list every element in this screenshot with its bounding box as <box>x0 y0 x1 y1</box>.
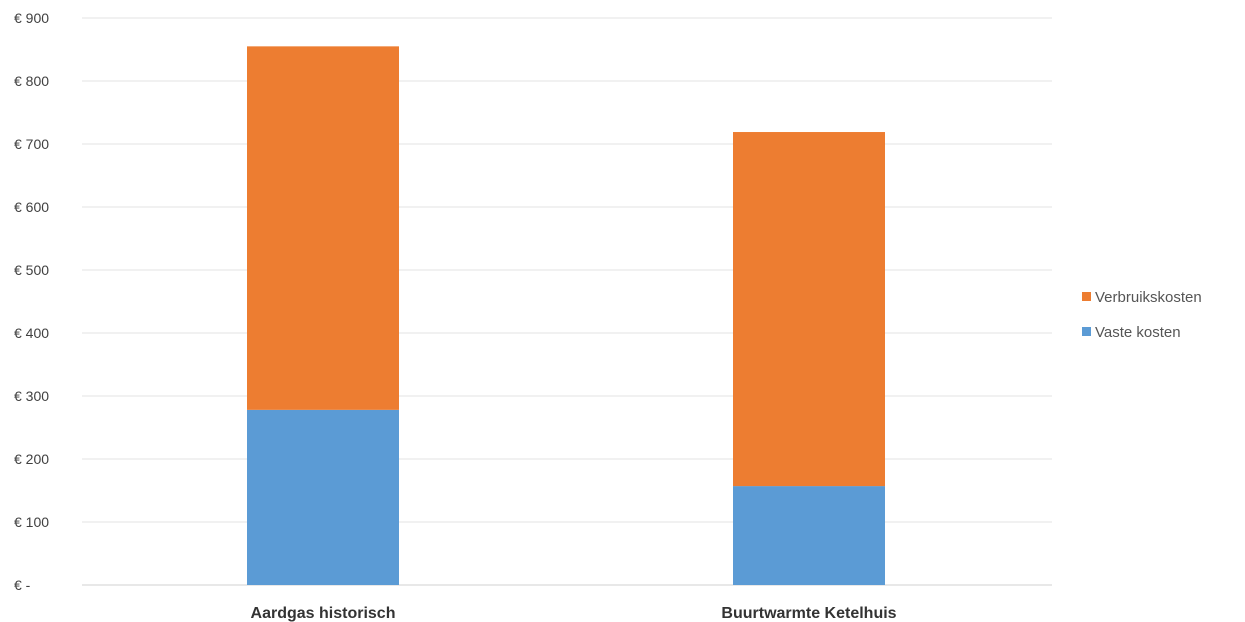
y-tick-label: € 100 <box>14 514 49 530</box>
bar-segment-verbruikskosten <box>247 46 399 410</box>
y-tick-label: € 500 <box>14 262 49 278</box>
legend-swatch <box>1082 327 1091 336</box>
legend-label: Vaste kosten <box>1095 324 1181 341</box>
y-tick-label: € 800 <box>14 73 49 89</box>
y-axis: € - € 100 € 200 € 300 € 400 € 500 € 600 € 700 € … <box>14 10 49 593</box>
x-category-label: Buurtwarmte Ketelhuis <box>721 605 896 622</box>
y-tick-label: € 700 <box>14 136 49 152</box>
x-category-label: Aardgas historisch <box>251 605 396 622</box>
bar-segment-verbruikskosten <box>733 132 885 487</box>
bars <box>247 46 885 585</box>
x-axis: Aardgas historisch Buurtwarmte Ketelhuis <box>251 605 897 622</box>
bar-segment-vaste-kosten <box>733 486 885 585</box>
legend-label: Verbruikskosten <box>1095 289 1202 306</box>
legend-swatch <box>1082 292 1091 301</box>
y-tick-label: € 900 <box>14 10 49 26</box>
gridlines <box>82 17 1052 586</box>
legend: Verbruikskosten Vaste kosten <box>1082 289 1202 341</box>
y-tick-label: € - <box>14 577 31 593</box>
y-tick-label: € 400 <box>14 325 49 341</box>
y-tick-label: € 200 <box>14 451 49 467</box>
y-tick-label: € 600 <box>14 199 49 215</box>
bar-segment-vaste-kosten <box>247 409 399 585</box>
y-tick-label: € 300 <box>14 388 49 404</box>
